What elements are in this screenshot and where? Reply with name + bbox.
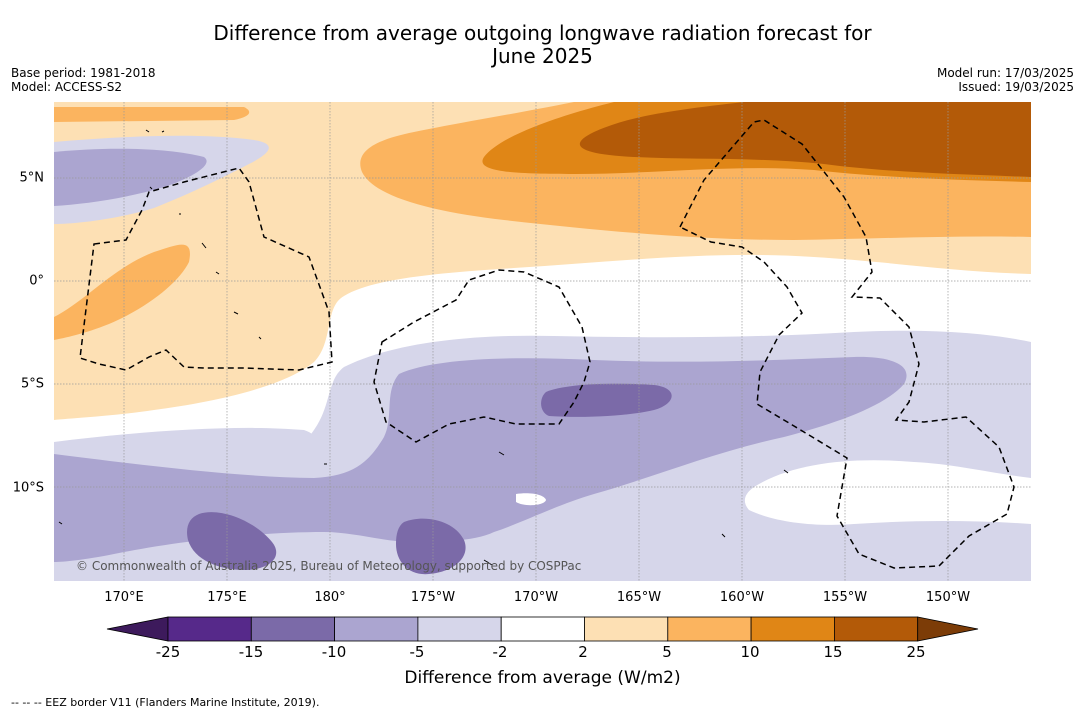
colorbar-extend-low xyxy=(106,616,169,642)
lat-tick-0: 0° xyxy=(29,273,44,289)
lon-tick-175e: 175°E xyxy=(207,590,247,605)
white-pocket-south xyxy=(516,493,546,506)
eez-border-east xyxy=(678,119,1015,569)
colorbar xyxy=(106,616,979,642)
colorbar-label-neg15: -15 xyxy=(238,643,264,661)
eez-border-west xyxy=(79,167,333,371)
colorbar-swatch xyxy=(417,616,502,642)
colorbar-swatch xyxy=(667,616,752,642)
neg-10-15-region-southwest xyxy=(187,512,277,570)
colorbar-swatch xyxy=(334,616,419,642)
lon-tick-160w: 160°W xyxy=(719,590,765,605)
lon-tick-175w: 175°W xyxy=(410,590,456,605)
neg-10-15-region-south xyxy=(396,518,466,575)
lat-tick-10s: 10°S xyxy=(12,480,44,496)
colorbar-label-15: 15 xyxy=(823,643,843,661)
eez-borders xyxy=(79,119,1015,569)
colorbar-swatch xyxy=(834,616,919,642)
lon-tick-180: 180° xyxy=(314,590,346,605)
lon-tick-170w: 170°W xyxy=(513,590,559,605)
colorbar-swatch xyxy=(750,616,835,642)
chart-title: Difference from average outgoing longwav… xyxy=(0,22,1085,68)
colorbar-label-5: 5 xyxy=(662,643,672,661)
title-line-1: Difference from average outgoing longwav… xyxy=(213,21,872,45)
lon-tick-150w: 150°W xyxy=(925,590,971,605)
colorbar-swatch xyxy=(167,616,252,642)
title-line-2: June 2025 xyxy=(492,44,593,68)
olr-anomaly-map xyxy=(54,102,1031,581)
eez-border-central xyxy=(373,269,591,443)
lon-tick-165w: 165°W xyxy=(616,590,662,605)
colorbar-title: Difference from average (W/m2) xyxy=(404,668,681,688)
colorbar-swatch xyxy=(500,616,585,642)
island-2 xyxy=(58,451,789,566)
colorbar-label-10: 10 xyxy=(740,643,760,661)
islands xyxy=(58,129,789,566)
colorbar-label-neg5: -5 xyxy=(409,643,425,661)
model-name-text: Model: ACCESS-S2 xyxy=(11,80,123,94)
base-period-text: Base period: 1981-2018 xyxy=(11,66,156,80)
neg-5-10-north-region xyxy=(54,148,207,206)
neg-2-5-hole-south xyxy=(744,460,1031,525)
lat-tick-5s: 5°S xyxy=(20,376,44,392)
neg-5-10-south-region xyxy=(54,356,907,562)
colorbar-label-neg25: -25 xyxy=(155,643,181,661)
lon-tick-155w: 155°W xyxy=(822,590,868,605)
copyright-text: © Commonwealth of Australia 2025, Bureau… xyxy=(76,559,582,573)
run-info: Model run: 17/03/2025 Issued: 19/03/2025 xyxy=(937,66,1074,94)
colorbar-label-25: 25 xyxy=(906,643,926,661)
colorbar-label-neg2: -2 xyxy=(492,643,508,661)
colorbar-label-neg10: -10 xyxy=(321,643,347,661)
eez-border-note: -- -- -- EEZ border V11 (Flanders Marine… xyxy=(11,696,320,709)
model-run-text: Model run: 17/03/2025 xyxy=(936,66,1074,80)
colorbar-swatch xyxy=(250,616,336,642)
pos-15-25-region xyxy=(579,102,1031,177)
colorbar-label-2: 2 xyxy=(578,643,588,661)
issued-date-text: Issued: 19/03/2025 xyxy=(958,80,1074,94)
colorbar-swatch xyxy=(584,616,669,642)
pos-5-10-small-a xyxy=(54,107,250,122)
island-1 xyxy=(145,129,262,340)
map-gridlines xyxy=(54,102,1031,581)
pos-5-10-small-b xyxy=(54,244,190,340)
colorbar-extend-high xyxy=(917,616,979,642)
lon-tick-170e: 170°E xyxy=(104,590,144,605)
model-info: Base period: 1981-2018 Model: ACCESS-S2 xyxy=(11,66,156,94)
lat-tick-5n: 5°N xyxy=(19,170,45,186)
